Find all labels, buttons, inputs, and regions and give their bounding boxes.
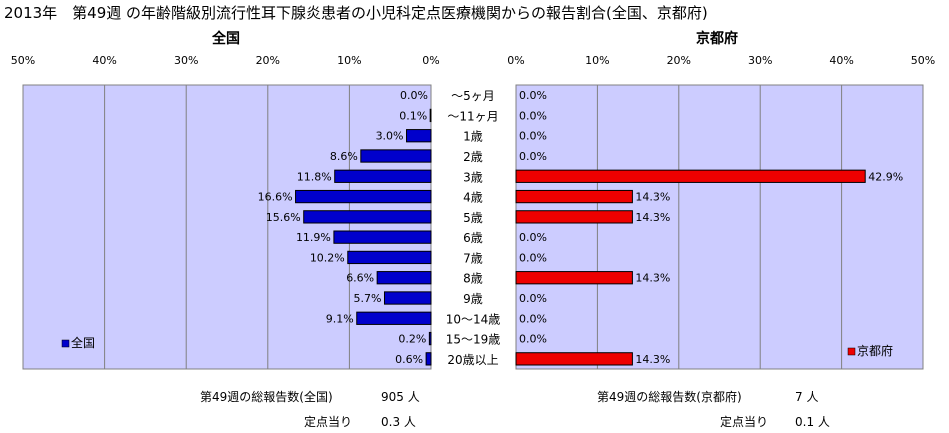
panel-title-kyoto: 京都府 (696, 31, 738, 47)
value-label-kyoto: 0.0% (519, 333, 547, 346)
value-label-national: 6.6% (346, 272, 374, 285)
value-label-kyoto: 0.0% (519, 231, 547, 244)
category-label: 6歳 (463, 231, 483, 245)
value-label-national: 0.6% (395, 353, 423, 366)
value-label-national: 9.1% (326, 312, 354, 325)
bar-national (425, 352, 432, 366)
tick-label-kyoto: 40% (829, 54, 853, 67)
plot-area-kyoto (515, 84, 924, 370)
tick-label-kyoto: 50% (911, 54, 935, 67)
value-label-national: 5.7% (354, 292, 382, 305)
bar-kyoto (515, 189, 633, 204)
value-label-national: 10.2% (310, 251, 345, 264)
category-label: ～5ヶ月 (451, 89, 495, 103)
tick-label-national: 10% (337, 54, 361, 67)
bar-national (347, 250, 432, 265)
bar-kyoto (515, 271, 633, 285)
legend-swatch-national (61, 339, 70, 348)
bar-national (429, 108, 432, 123)
category-label: 15～19歳 (446, 333, 501, 347)
bar-national (356, 311, 432, 325)
legend-label-national: 全国 (71, 335, 95, 350)
chart-title: 2013年 第49週 の年齢階級別流行性耳下腺炎患者の小児科定点医療機関からの報… (4, 4, 708, 22)
tick-label-kyoto: 0% (507, 54, 524, 67)
tick-label-kyoto: 20% (667, 54, 691, 67)
panel-title-national: 全国 (212, 31, 240, 47)
value-label-kyoto: 0.0% (519, 312, 547, 325)
national-per-label: 定点当り (304, 415, 353, 429)
national-total-label: 第49週の総報告数(全国) (200, 390, 333, 404)
tick-label-kyoto: 30% (748, 54, 772, 67)
value-label-kyoto: 0.0% (519, 150, 547, 163)
value-label-kyoto: 0.0% (519, 292, 547, 305)
tick-label-national: 50% (11, 54, 35, 67)
tick-label-national: 30% (174, 54, 198, 67)
category-label: 2歳 (463, 150, 483, 164)
category-label: 4歳 (463, 191, 483, 205)
value-label-national: 11.9% (296, 231, 331, 244)
category-label: 1歳 (463, 130, 483, 144)
category-label: ～11ヶ月 (447, 109, 498, 123)
value-label-kyoto: 14.3% (635, 353, 670, 366)
bar-national (376, 271, 432, 285)
value-label-national: 16.6% (258, 191, 293, 204)
national-total-value: 905 人 (381, 390, 420, 404)
kyoto-total-value: 7 人 (795, 390, 819, 404)
value-label-national: 15.6% (266, 211, 301, 224)
category-label: 20歳以上 (447, 353, 498, 367)
value-label-national: 3.0% (376, 130, 404, 143)
tick-label-kyoto: 10% (585, 54, 609, 67)
legend-swatch-kyoto (847, 347, 856, 356)
category-label: 3歳 (463, 170, 483, 184)
plot-area-national (22, 84, 432, 370)
bar-national (303, 210, 432, 224)
kyoto-per-value: 0.1 人 (795, 415, 830, 429)
value-label-national: 0.0% (400, 89, 428, 102)
value-label-kyoto: 0.0% (519, 89, 547, 102)
bar-national (295, 189, 432, 204)
value-label-kyoto: 0.0% (519, 251, 547, 264)
value-label-kyoto: 42.9% (868, 170, 903, 183)
category-label: 8歳 (463, 272, 483, 286)
bar-kyoto (515, 210, 633, 224)
bar-kyoto (515, 169, 866, 183)
bar-national (360, 149, 432, 163)
bar-national (406, 129, 432, 143)
kyoto-per-label: 定点当り (720, 415, 769, 429)
tick-label-national: 0% (422, 54, 439, 67)
tick-label-national: 20% (256, 54, 280, 67)
value-label-kyoto: 0.0% (519, 109, 547, 122)
value-label-national: 0.1% (399, 109, 427, 122)
bar-national (333, 230, 432, 244)
bar-national (383, 291, 432, 305)
category-label: 9歳 (463, 292, 483, 306)
category-label: 5歳 (463, 211, 483, 225)
value-label-kyoto: 0.0% (519, 130, 547, 143)
value-label-kyoto: 14.3% (635, 191, 670, 204)
legend-label-kyoto: 京都府 (857, 343, 893, 358)
bar-national (334, 169, 432, 183)
value-label-national: 0.2% (398, 333, 426, 346)
category-label: 7歳 (463, 251, 483, 265)
value-label-national: 8.6% (330, 150, 358, 163)
tick-label-national: 40% (92, 54, 116, 67)
national-per-value: 0.3 人 (381, 415, 416, 429)
category-label: 10～14歳 (446, 312, 501, 326)
bar-kyoto (515, 352, 633, 366)
value-label-kyoto: 14.3% (635, 211, 670, 224)
value-label-national: 11.8% (297, 170, 332, 183)
kyoto-total-label: 第49週の総報告数(京都府) (597, 390, 742, 404)
bar-national (428, 331, 432, 346)
value-label-kyoto: 14.3% (635, 272, 670, 285)
